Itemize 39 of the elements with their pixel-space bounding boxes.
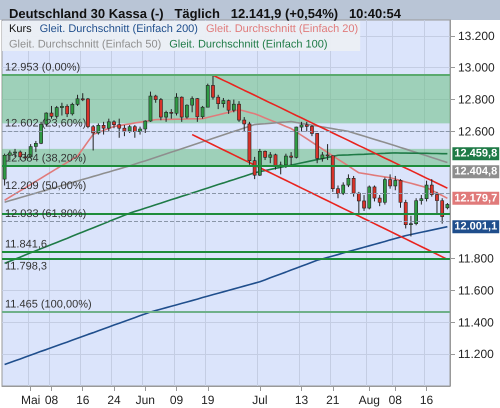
x-tick-label: Mai	[20, 393, 40, 407]
ref-line-label: 11.465 (100,00%)	[5, 298, 92, 311]
x-tick-label: 21	[326, 393, 340, 407]
x-tick-label: Aug	[358, 393, 380, 407]
y-tick-label: 11.400	[458, 315, 494, 330]
data-label: 12.459,8	[454, 148, 498, 160]
y-tick-label: 11.200	[458, 347, 494, 362]
y-tick-label: 13.000	[458, 60, 496, 75]
ref-line-label: 11.798,3	[5, 260, 48, 272]
line-series	[191, 134, 448, 260]
ref-line-label: 11.841,6	[5, 238, 48, 251]
line-series	[4, 226, 448, 366]
text: Gleit. Durchschnitt (Einfach 100)	[169, 38, 328, 50]
x-tick-label: 08	[388, 393, 402, 407]
x-tick-label: 13	[294, 393, 309, 407]
x-tick-label: 24	[107, 393, 121, 407]
x-tick-label: Jul	[252, 393, 268, 407]
x-tick-label: Jun	[136, 393, 155, 407]
data-label: 12.404,8	[454, 166, 498, 178]
text: Kurs	[9, 23, 32, 35]
y-tick-label: 11.800	[458, 252, 494, 266]
y-tick-label: 12.800	[458, 92, 496, 107]
y-tick-label: 11.600	[458, 284, 494, 298]
ref-line-label: 12.953 (0,00%)	[5, 62, 80, 74]
x-tick-label: 16	[76, 393, 90, 407]
y-tick-label: 12.600	[458, 124, 496, 138]
line-series	[212, 74, 448, 189]
text: Gleit. Durchschnitt (Einfach 20)	[206, 23, 358, 35]
text: Gleit. Durchschnitt (Einfach 50)	[9, 38, 162, 50]
x-tick-label: 08	[44, 393, 58, 407]
y-tick-label: 13.200	[458, 28, 496, 43]
chart-title: Deutschland 30 Kassa (-) Täglich 12.141,9 (+0,54%) 10:40:54	[9, 6, 402, 21]
x-tick-label: 09	[170, 393, 184, 407]
text: Gleit. Durchschnitt (Einfach 200)	[40, 23, 198, 35]
x-tick-label: 19	[201, 393, 215, 407]
data-label: 12.179,7	[454, 192, 498, 204]
data-label: 12.001,1	[454, 220, 498, 233]
candlestick	[2, 153, 6, 186]
x-tick-label: 16	[420, 393, 434, 407]
